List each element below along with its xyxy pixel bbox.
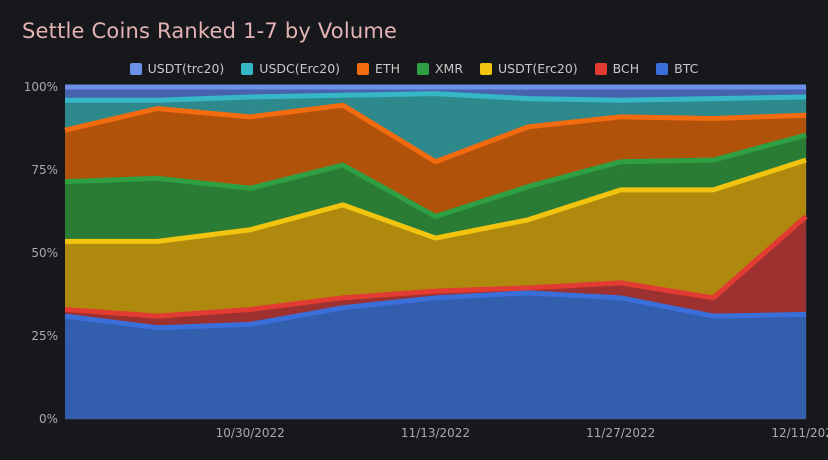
legend-swatch: [357, 62, 370, 75]
legend-label: ETH: [375, 61, 400, 76]
line-xmr[interactable]: [64, 132, 807, 219]
y-tick-label: 25%: [31, 329, 58, 343]
legend-label: BCH: [612, 61, 640, 76]
legend-item-usdt-erc20[interactable]: USDT(Erc20): [480, 61, 578, 76]
x-tick-label: 11/13/2022: [401, 426, 470, 440]
legend-item-usdt-trc20[interactable]: USDT(trc20): [129, 61, 225, 76]
legend: USDT(trc20) USDC(Erc20) ETH XMR USDT(Erc20) B…: [0, 61, 828, 76]
chart-title: Settle Coins Ranked 1-7 by Volume: [22, 19, 398, 43]
line-bch[interactable]: [64, 214, 808, 319]
line-usdt-erc20[interactable]: [65, 157, 807, 244]
y-tick-label: 50%: [31, 246, 58, 260]
legend-swatch: [241, 62, 254, 75]
legend-swatch: [129, 62, 142, 75]
series-lines: [64, 84, 808, 331]
line-usdc-erc20[interactable]: [65, 91, 807, 103]
legend-label: XMR: [434, 61, 464, 76]
legend-swatch: [656, 62, 669, 75]
legend-swatch: [416, 62, 429, 75]
x-tick-label: 10/30/2022: [216, 426, 285, 440]
area-eth[interactable]: [65, 105, 806, 217]
legend-label: USDT(trc20): [147, 61, 225, 76]
legend-swatch: [480, 62, 493, 75]
legend-item-btc[interactable]: BTC: [656, 61, 698, 76]
area-usdc-erc20[interactable]: [65, 93, 806, 162]
line-eth[interactable]: [64, 102, 807, 165]
line-btc[interactable]: [64, 290, 807, 331]
legend-label: USDC(Erc20): [259, 61, 341, 76]
legend-item-eth[interactable]: ETH: [357, 61, 400, 76]
x-tick-label: 12/11/2022: [771, 426, 828, 440]
legend-label: BTC: [674, 61, 699, 76]
legend-item-usdc-erc20[interactable]: USDC(Erc20): [241, 61, 340, 76]
legend-swatch: [594, 62, 607, 75]
legend-label: USDT(Erc20): [498, 61, 578, 76]
legend-item-bch[interactable]: BCH: [594, 61, 640, 76]
axes: 0% 25% 50% 75% 100% 10/30/2022 11/13/2022 11/27…: [24, 80, 828, 440]
y-tick-label: 100%: [24, 80, 58, 94]
x-tick-label: 11/27/2022: [586, 426, 655, 440]
area-layers: [65, 87, 806, 419]
legend-item-xmr[interactable]: XMR: [416, 61, 464, 76]
y-tick-label: 75%: [31, 163, 58, 177]
y-tick-label: 0%: [39, 412, 58, 426]
